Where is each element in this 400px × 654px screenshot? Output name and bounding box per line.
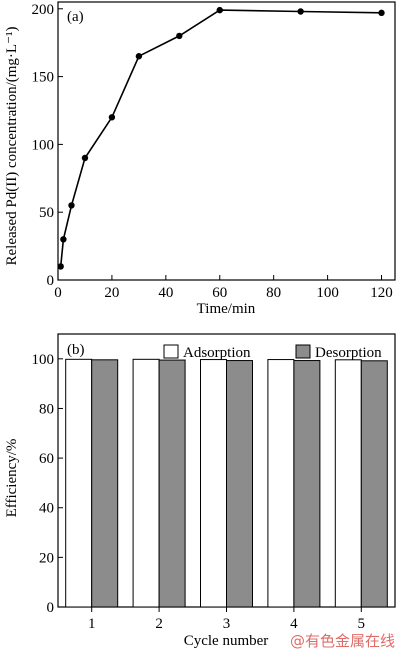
chart-b-panel-label: (b) bbox=[67, 342, 85, 358]
chart-b-bars bbox=[65, 358, 388, 608]
chart-a-data-point bbox=[81, 154, 89, 162]
chart-b-y-tick-label: 40 bbox=[39, 501, 54, 517]
watermark-text: @有色金属在线 bbox=[290, 632, 395, 650]
bar-desorption-cycle-5 bbox=[360, 360, 388, 608]
chart-b-x-axis-label: Cycle number bbox=[184, 633, 269, 649]
chart-a-data-point bbox=[176, 32, 183, 40]
chart-a-data-point bbox=[378, 9, 385, 17]
chart-b-ticks: 0 20 40 60 80 100 1 2 3 4 5 bbox=[32, 352, 366, 632]
chart-b-x-tick-label: 1 bbox=[88, 616, 96, 632]
bar-adsorption-cycle-5 bbox=[334, 359, 362, 608]
chart-a-x-tick-label: 100 bbox=[316, 285, 339, 301]
chart-a-y-tick-label: 0 bbox=[47, 273, 55, 289]
chart-a-plot-frame bbox=[57, 1, 396, 281]
chart-b-x-tick-label: 5 bbox=[358, 616, 366, 632]
bar-desorption-cycle-2 bbox=[158, 359, 186, 608]
chart-b-y-tick-label: 60 bbox=[39, 451, 54, 467]
chart-a-y-tick-label: 100 bbox=[32, 137, 55, 153]
chart-a-data-point bbox=[57, 263, 64, 270]
chart-a-panel-label: (a) bbox=[67, 9, 84, 25]
chart-a-data-point bbox=[297, 8, 304, 15]
chart-a-x-tick-label: 0 bbox=[54, 285, 62, 301]
legend-swatch-desorption bbox=[295, 344, 311, 359]
bar-adsorption-cycle-2 bbox=[132, 358, 160, 608]
chart-a-y-tick-label: 150 bbox=[32, 70, 55, 86]
bar-adsorption-cycle-4 bbox=[267, 359, 295, 608]
bar-adsorption-cycle-1 bbox=[65, 358, 93, 608]
chart-a: 0 20 40 60 80 100 120 0 50 100 150 200 (a) Time/min… bbox=[4, 1, 396, 317]
chart-a-y-axis-label: Released Pd(II) concentration/(mg·L⁻¹) bbox=[4, 27, 20, 266]
chart-a-x-tick-label: 20 bbox=[104, 285, 119, 301]
chart-b-y-tick-label: 80 bbox=[39, 401, 54, 417]
legend-swatch-adsorption bbox=[163, 344, 179, 359]
chart-a-data-point bbox=[108, 114, 116, 121]
chart-b-y-tick-label: 20 bbox=[39, 550, 54, 566]
chart-a-ticks: 0 20 40 60 80 100 120 0 50 100 150 200 bbox=[32, 2, 393, 301]
chart-b-y-tick-label: 100 bbox=[32, 352, 55, 368]
legend-label-adsorption: Adsorption bbox=[183, 345, 251, 361]
bar-desorption-cycle-3 bbox=[226, 360, 253, 608]
chart-a-y-tick-label: 50 bbox=[39, 205, 54, 221]
chart-a-data-point bbox=[135, 53, 143, 60]
chart-b-x-tick-label: 2 bbox=[155, 616, 163, 632]
chart-a-x-tick-label: 60 bbox=[212, 285, 227, 301]
bar-desorption-cycle-4 bbox=[293, 360, 321, 608]
chart-a-data-point bbox=[216, 6, 223, 14]
bar-desorption-cycle-1 bbox=[91, 359, 119, 608]
chart-a-data-point bbox=[60, 236, 67, 243]
chart-a-x-tick-label: 120 bbox=[370, 285, 393, 301]
chart-b-x-tick-label: 4 bbox=[290, 616, 298, 632]
bar-adsorption-cycle-3 bbox=[200, 359, 227, 608]
chart-a-x-axis-label: Time/min bbox=[197, 301, 256, 317]
chart-a-data-point bbox=[68, 202, 75, 209]
chart-a-series-line bbox=[59, 9, 382, 267]
chart-a-x-tick-label: 80 bbox=[266, 285, 281, 301]
chart-b-legend: Adsorption Desorption bbox=[163, 344, 382, 361]
chart-b-y-tick-label: 0 bbox=[47, 600, 55, 616]
chart-a-y-tick-label: 200 bbox=[32, 2, 55, 18]
chart-b: 0 20 40 60 80 100 1 2 3 4 5 (b) Adsorption Desorpt… bbox=[4, 333, 396, 649]
chart-b-y-axis-label: Efficiency/% bbox=[4, 439, 20, 518]
legend-label-desorption: Desorption bbox=[315, 345, 382, 361]
chart-a-points bbox=[57, 6, 385, 270]
chart-b-x-tick-label: 3 bbox=[223, 616, 231, 632]
chart-a-x-tick-label: 40 bbox=[158, 285, 173, 301]
